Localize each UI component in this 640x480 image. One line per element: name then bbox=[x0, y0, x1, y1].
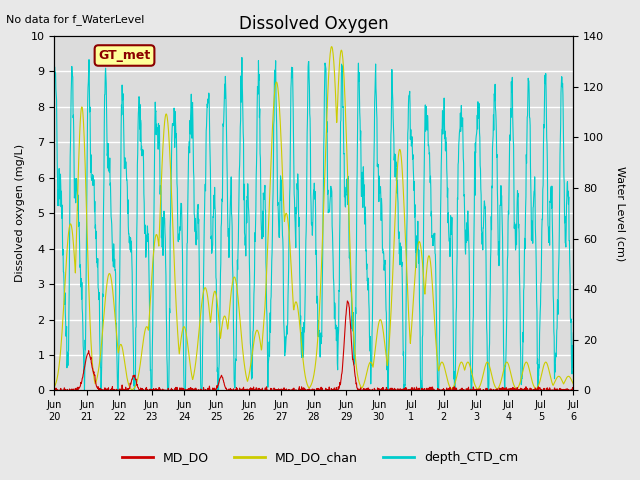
MD_DO bbox=[143, 387, 151, 393]
Title: Dissolved Oxygen: Dissolved Oxygen bbox=[239, 15, 388, 33]
MD_DO bbox=[408, 387, 416, 393]
Text: GT_met: GT_met bbox=[99, 49, 150, 62]
MD_DO bbox=[316, 387, 324, 393]
depth_CTD_cm bbox=[238, 55, 246, 60]
MD_DO_chan bbox=[316, 294, 324, 300]
MD_DO bbox=[344, 298, 351, 304]
MD_DO_chan bbox=[51, 384, 58, 390]
depth_CTD_cm bbox=[143, 223, 151, 229]
Text: No data for f_WaterLevel: No data for f_WaterLevel bbox=[6, 14, 145, 25]
MD_DO_chan bbox=[328, 44, 335, 49]
MD_DO_chan bbox=[143, 324, 151, 330]
Line: MD_DO: MD_DO bbox=[54, 301, 573, 390]
depth_CTD_cm bbox=[570, 330, 577, 336]
MD_DO_chan bbox=[570, 381, 577, 387]
MD_DO_chan bbox=[129, 387, 136, 393]
MD_DO_chan bbox=[409, 309, 417, 314]
depth_CTD_cm bbox=[317, 332, 324, 337]
MD_DO bbox=[285, 386, 293, 392]
depth_CTD_cm bbox=[409, 156, 417, 162]
MD_DO bbox=[60, 387, 68, 393]
MD_DO_chan bbox=[285, 233, 293, 239]
depth_CTD_cm bbox=[537, 301, 545, 307]
MD_DO bbox=[51, 387, 58, 393]
MD_DO_chan bbox=[60, 298, 68, 303]
depth_CTD_cm bbox=[51, 100, 58, 106]
MD_DO_chan bbox=[537, 376, 545, 382]
depth_CTD_cm bbox=[60, 280, 68, 286]
MD_DO bbox=[470, 387, 477, 393]
MD_DO bbox=[537, 386, 545, 392]
MD_DO bbox=[570, 387, 577, 393]
Y-axis label: Dissolved oxygen (mg/L): Dissolved oxygen (mg/L) bbox=[15, 144, 25, 282]
Y-axis label: Water Level (cm): Water Level (cm) bbox=[615, 166, 625, 261]
Line: depth_CTD_cm: depth_CTD_cm bbox=[54, 58, 573, 390]
Line: MD_DO_chan: MD_DO_chan bbox=[54, 47, 573, 390]
Legend: MD_DO, MD_DO_chan, depth_CTD_cm: MD_DO, MD_DO_chan, depth_CTD_cm bbox=[116, 446, 524, 469]
depth_CTD_cm bbox=[286, 194, 294, 200]
depth_CTD_cm bbox=[81, 387, 88, 393]
